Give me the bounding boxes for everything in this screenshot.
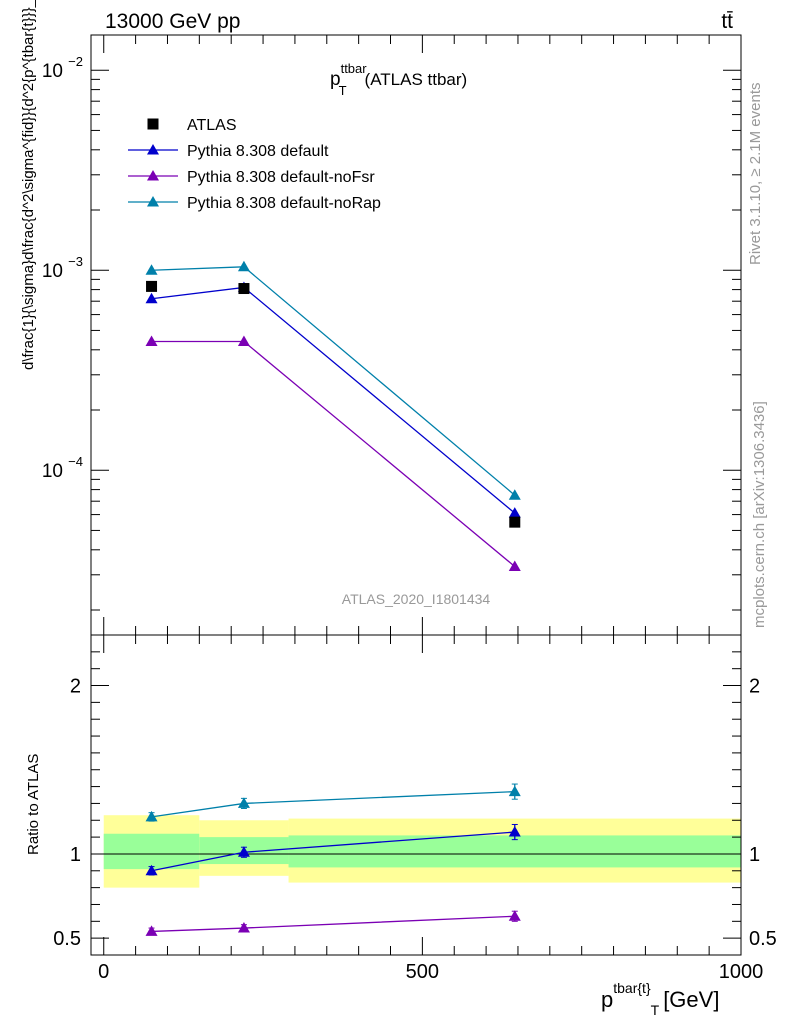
x-tick-label: 1000 <box>719 961 764 983</box>
rivet-version-label: Rivet 3.1.10, ≥ 2.1M events <box>747 83 764 266</box>
ratio-point <box>237 922 250 933</box>
y-tick-label: 10 <box>42 61 63 82</box>
title-sub: T <box>339 83 347 98</box>
y-tick-exponent: −2 <box>68 54 83 69</box>
analysis-label: ATLAS_2020_I1801434 <box>342 591 491 607</box>
y-tick-base: 10 <box>42 261 63 282</box>
xlabel-unit: [GeV] <box>663 987 719 1012</box>
uncertainty-band-inner <box>288 835 741 868</box>
data-marker <box>146 280 158 292</box>
ratio-point <box>508 785 521 797</box>
ratio-point <box>145 810 158 822</box>
ratio-series-0 <box>145 823 521 876</box>
data-point <box>237 260 250 272</box>
ratio-point <box>508 910 521 921</box>
series-1 <box>145 335 521 572</box>
y-tick-label: 10 <box>42 261 63 282</box>
title-sup: ttbar <box>341 61 368 76</box>
legend-entry-0: ATLAS <box>147 117 237 134</box>
y-tick-exponent: −3 <box>68 254 83 269</box>
series-line <box>151 266 516 496</box>
ratio-point <box>145 925 158 936</box>
data-marker <box>238 283 250 295</box>
legend: ATLAS Pythia 8.308 default Pythia 8.308 de… <box>128 117 381 212</box>
legend-marker <box>147 196 159 207</box>
y-tick-base: 10 <box>42 61 63 82</box>
title-main: p <box>330 69 341 90</box>
mcplots-label: mcplots.cern.ch [arXiv:1306.3436] <box>751 401 768 628</box>
main-y-axis-label: d\frac{1}{\sigma}d\frac{d^2\sigma^{fid}}… <box>20 0 37 370</box>
process-label: tt̄ <box>721 10 733 33</box>
legend-label: Pythia 8.308 default-noRap <box>187 195 381 212</box>
ratio-plot-panel: 0.5 0.5 1 1 2 2 0 500 1000 <box>53 634 777 983</box>
data-point <box>237 335 250 347</box>
legend-marker <box>147 118 159 130</box>
xlabel-sub: T <box>651 1002 660 1018</box>
series-0 <box>145 281 521 518</box>
ratio-point <box>237 846 250 857</box>
ratio-series-1 <box>145 910 521 936</box>
ratio-y-axis-label: Ratio to ATLAS <box>25 754 42 855</box>
title-rest: (ATLAS ttbar) <box>365 70 468 89</box>
ratio-point <box>145 864 158 876</box>
legend-label: Pythia 8.308 default <box>187 143 329 160</box>
data-point <box>145 335 158 347</box>
legend-label: ATLAS <box>187 117 237 134</box>
x-tick-label: 500 <box>406 961 439 983</box>
data-marker <box>509 516 521 528</box>
ratio-point <box>237 797 250 808</box>
beam-label: 13000 GeV pp <box>105 10 240 33</box>
y-tick-exponent: −4 <box>68 454 83 469</box>
series-line <box>151 340 516 568</box>
ratio-series-line <box>151 915 515 933</box>
ratio-y-tick-label-right: 2 <box>749 676 760 698</box>
x-tick-label: 0 <box>98 961 109 983</box>
plot-title: pttbar T (ATLAS ttbar) <box>330 61 467 98</box>
y-tick-base: 10 <box>42 461 63 482</box>
legend-entry-1: Pythia 8.308 default <box>128 143 329 160</box>
data-point <box>145 292 158 304</box>
ratio-y-tick-label: 0.5 <box>53 928 81 950</box>
series-line <box>151 286 516 514</box>
ratio-y-tick-label-right: 0.5 <box>749 928 777 950</box>
y-tick-label: 10 <box>42 461 63 482</box>
ratio-series-2 <box>145 783 521 822</box>
data-point <box>508 507 521 518</box>
ratio-y-tick-label: 2 <box>70 676 81 698</box>
xlabel-sup: tbar{t} <box>613 980 651 996</box>
data-point <box>508 489 521 500</box>
ratio-series-line <box>151 790 515 818</box>
uncertainty-band-inner <box>103 833 200 870</box>
data-series <box>146 280 521 528</box>
legend-label: Pythia 8.308 default-noFsr <box>187 169 375 186</box>
ratio-point <box>508 826 521 837</box>
series-2 <box>145 260 521 500</box>
data-point <box>145 264 158 275</box>
x-axis-label: ptbar{t}T [GeV] <box>601 980 719 1018</box>
legend-marker <box>147 170 159 181</box>
legend-marker <box>147 144 159 155</box>
legend-entry-2: Pythia 8.308 default-noFsr <box>128 169 375 186</box>
ratio-plot-frame <box>90 634 742 956</box>
main-plot-panel: 10 −2 10 −3 10 −4 <box>42 34 742 636</box>
xlabel-main: p <box>601 987 613 1012</box>
ratio-y-tick-label-right: 1 <box>749 844 760 866</box>
ratio-y-tick-label: 1 <box>70 844 81 866</box>
data-point <box>508 560 521 572</box>
legend-entry-3: Pythia 8.308 default-noRap <box>128 195 381 212</box>
